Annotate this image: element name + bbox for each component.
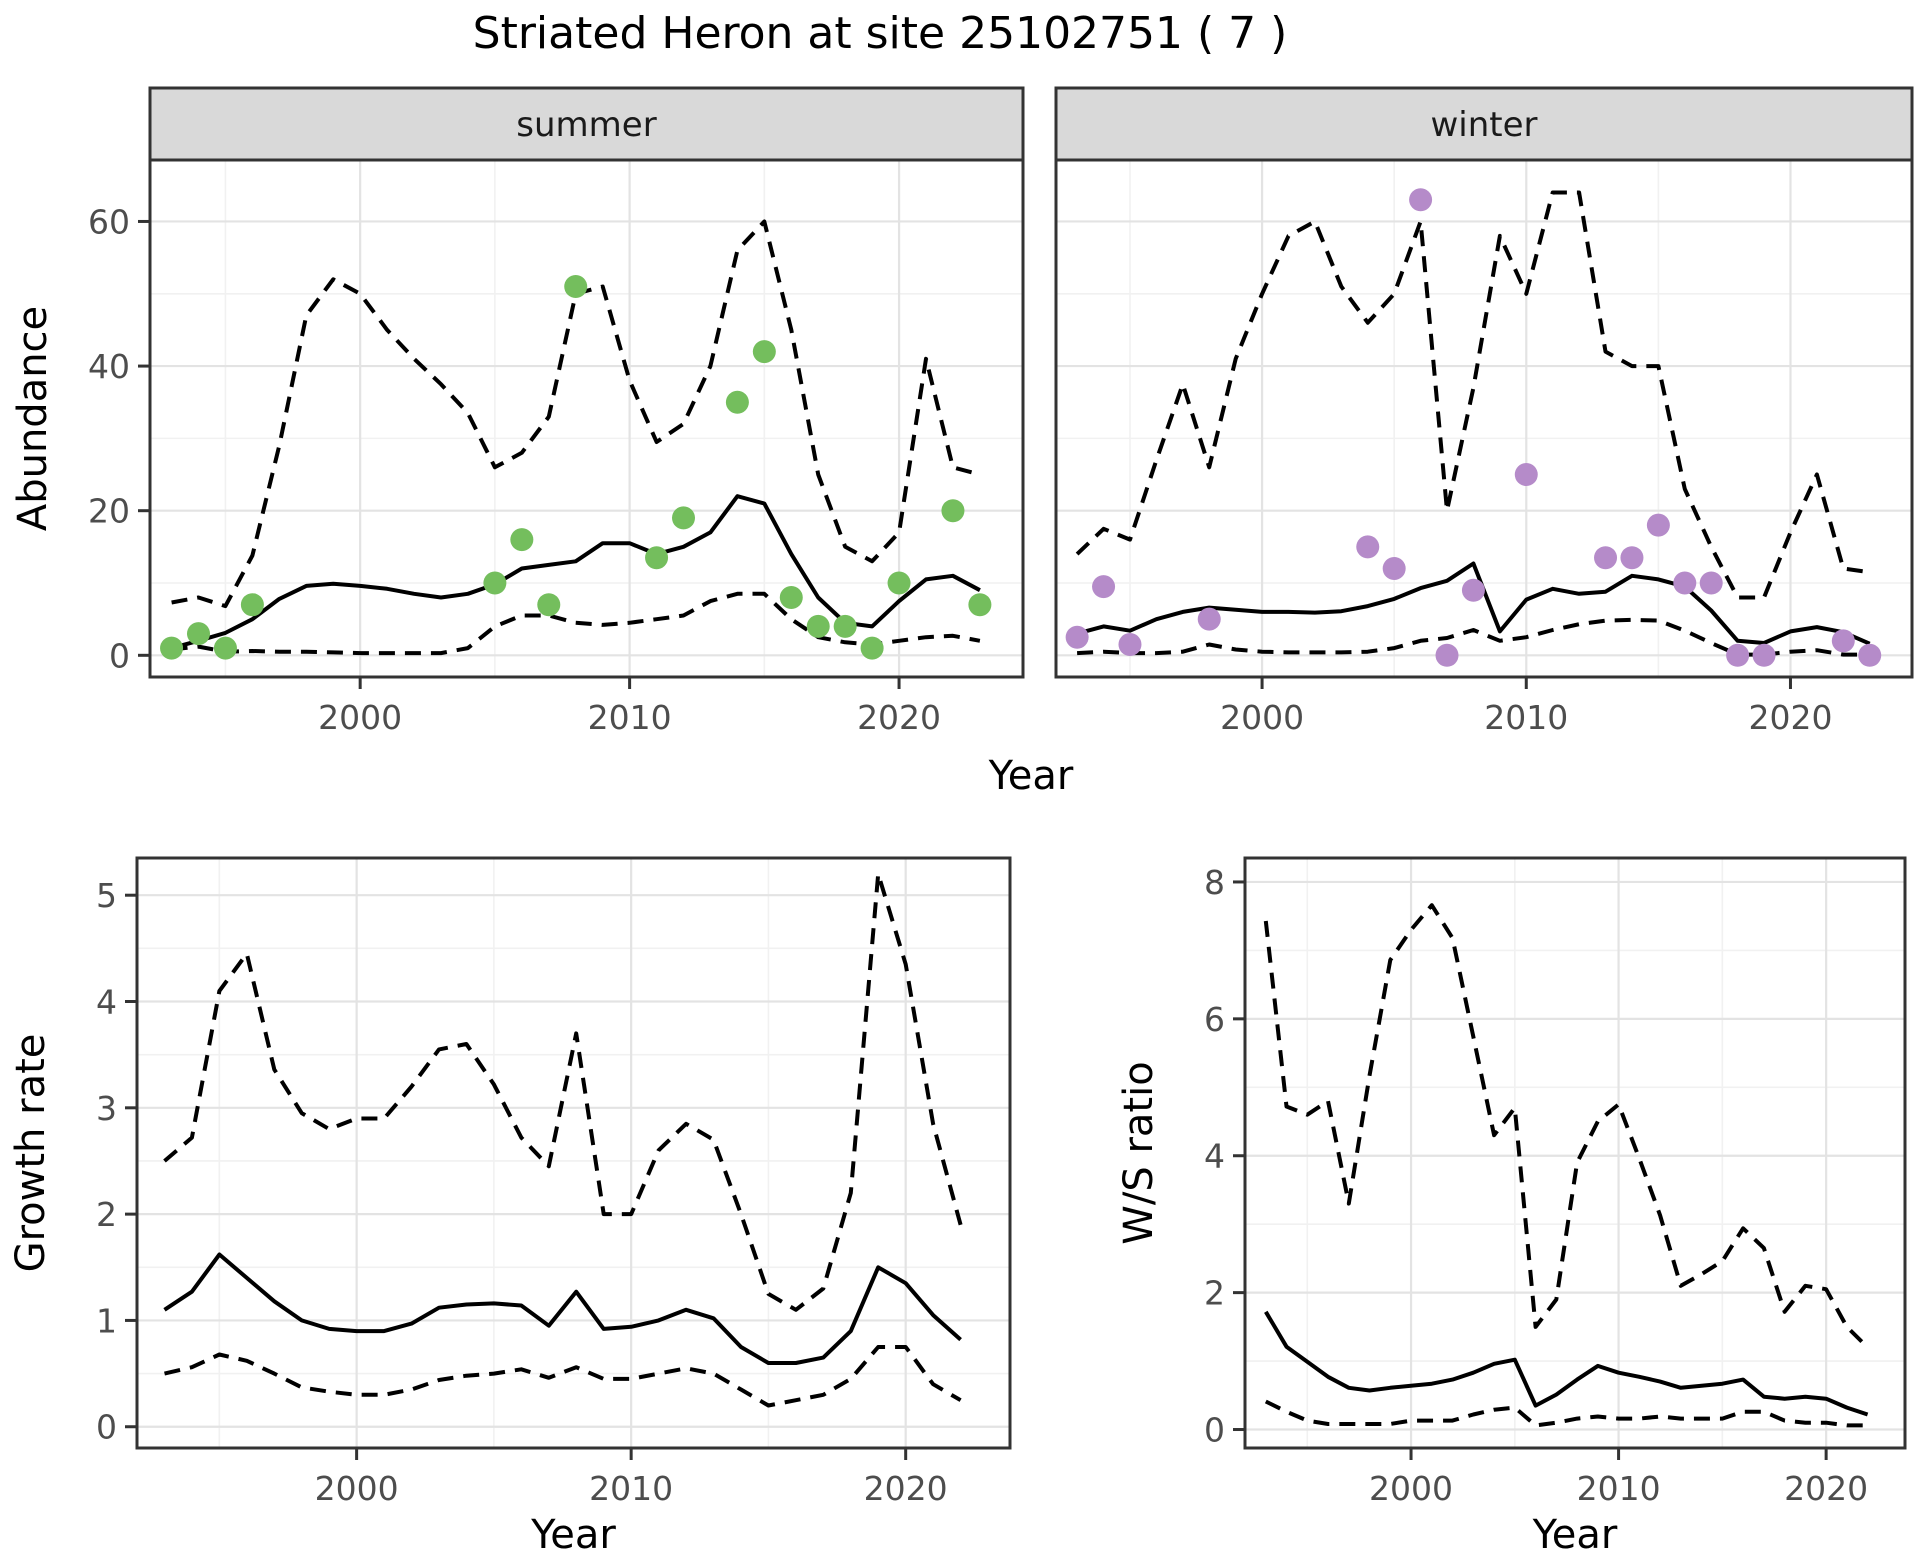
abundance-summer-data-point [213,636,237,660]
abundance-summer-data-point [941,499,965,523]
abundance-summer-data-point [752,340,776,364]
abundance-winter-upper_ci-line [1075,190,1870,600]
y-tick-label: 2 [96,1195,117,1234]
figure-title: Striated Heron at site 25102751 ( 7 ) [472,8,1288,59]
abundance-summer-data-point [833,614,857,638]
abundance-winter-data-point [1197,607,1221,631]
abundance-winter-data-point [1092,575,1116,599]
growth-rate-lower_ci-line [164,1345,962,1408]
abundance-summer-lower_ci-line [171,591,981,656]
y-tick-label: 60 [88,202,130,241]
abundance-summer-data-point [779,585,803,609]
abundance-summer-data-point [510,528,534,552]
abundance-winter-data-point [1382,557,1406,581]
abundance-winter-data-point [1620,546,1644,570]
growth-rate-upper_ci-line [163,871,963,1312]
ws-ratio-panel-border [1243,856,1907,1450]
abundance-winter-data-point [1831,629,1855,653]
abundance-summer-data-point [160,636,184,660]
x-axis-title-abundance: Year [988,753,1074,799]
x-tick-label: 2020 [864,1469,948,1508]
x-tick-label: 2000 [1369,1469,1453,1508]
abundance-winter-data-point [1409,188,1433,212]
y-tick-label: 6 [1204,1000,1225,1039]
x-tick-label: 2020 [857,698,941,737]
growth-rate-median-line [163,1252,962,1365]
abundance-summer-data-point [483,571,507,595]
y-axis-title-abundance: Abundance [10,306,56,531]
x-tick-label: 2020 [1784,1469,1868,1508]
y-tick-label: 40 [88,347,130,386]
y-tick-label: 2 [1204,1274,1225,1313]
abundance-winter-data-point [1726,643,1750,667]
y-tick-label: 0 [109,636,130,675]
abundance-summer-data-point [240,593,264,617]
growth-rate-panel-border [135,856,1012,1450]
abundance-winter-data-point [1646,513,1670,537]
abundance-summer-data-point [860,636,884,660]
x-axis-title-ws-ratio: Year [1532,1512,1618,1558]
y-tick-label: 4 [96,983,117,1022]
x-tick-label: 2020 [1748,698,1832,737]
abundance-winter-data-point [1752,643,1776,667]
y-tick-label: 0 [96,1408,117,1447]
growth-rate-panel-bg [137,858,1010,1448]
ws-ratio-median-line [1264,1310,1869,1417]
abundance-winter-data-point [1514,463,1538,487]
abundance-summer-data-point [187,622,210,646]
abundance-winter-data-point [1594,546,1618,570]
ws-ratio-panel-bg [1245,858,1905,1448]
abundance-summer-data-point [672,506,695,530]
abundance-summer-data-point [968,593,992,617]
y-tick-label: 3 [96,1089,117,1128]
y-tick-label: 0 [1204,1411,1225,1450]
abundance-winter-lower_ci-line [1076,617,1870,657]
abundance-winter-data-point [1673,571,1697,595]
abundance-winter-data-point [1858,643,1882,667]
ws-ratio-upper_ci-line [1263,903,1870,1349]
x-tick-label: 2010 [588,698,672,737]
abundance-summer-data-point [564,275,588,299]
facet-strip-summer [148,86,1025,162]
abundance-winter-data-point [1435,643,1459,667]
abundance-winter-panel-bg [1056,160,1912,677]
abundance-winter-data-point [1356,535,1380,559]
abundance-summer-data-point [806,614,830,638]
abundance-winter-data-point [1065,625,1089,649]
y-tick-label: 5 [96,876,117,915]
facet-strip-label-winter: winter [1430,105,1537,145]
x-tick-label: 2010 [1577,1469,1661,1508]
facet-strip-winter [1054,86,1914,162]
y-axis-title-growth-rate: Growth rate [8,1034,54,1273]
abundance-summer-data-point [725,390,749,414]
y-tick-label: 1 [96,1301,117,1340]
x-tick-label: 2000 [1220,698,1304,737]
y-tick-label: 20 [88,492,130,531]
abundance-winter-data-point [1699,571,1723,595]
y-tick-label: 4 [1204,1137,1225,1176]
abundance-summer-upper_ci-line [171,219,981,609]
y-axis-title-ws-ratio: W/S ratio [1116,1061,1162,1244]
abundance-summer-data-point [887,571,911,595]
abundance-summer-data-point [537,593,561,617]
x-tick-label: 2000 [315,1469,399,1508]
abundance-summer-data-point [645,546,669,570]
abundance-winter-data-point [1461,578,1485,602]
abundance-winter-median-line [1076,561,1871,646]
x-axis-title-growth-rate: Year [530,1512,616,1558]
y-tick-label: 8 [1204,863,1225,902]
x-tick-label: 2010 [589,1469,673,1508]
x-tick-label: 2010 [1484,698,1568,737]
ws-ratio-lower_ci-line [1264,1399,1868,1428]
x-tick-label: 2000 [318,698,402,737]
facet-strip-label-summer: summer [516,105,656,145]
abundance-winter-data-point [1118,632,1142,656]
